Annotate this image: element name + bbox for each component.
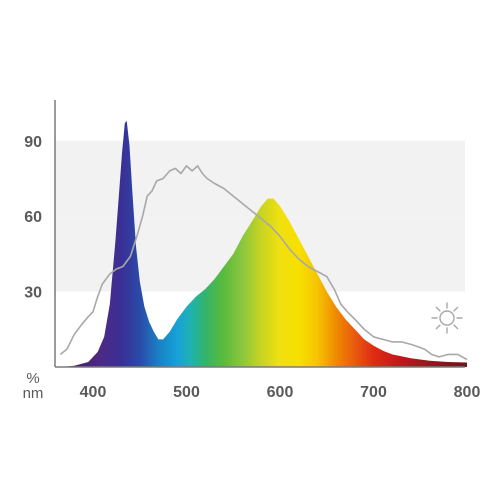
sun-icon-ray <box>435 306 441 312</box>
sun-icon-ray <box>453 306 459 312</box>
x-tick-label: 500 <box>173 384 200 401</box>
axis-labels: 30 60 90 400 500 600 700 800%nm <box>23 134 481 402</box>
axes <box>54 100 465 368</box>
y-tick-label: 30 <box>24 285 42 302</box>
grid-band <box>55 140 465 217</box>
y-tick-label: 90 <box>24 134 42 151</box>
x-tick-label: 400 <box>80 384 107 401</box>
sun-icon <box>431 302 463 334</box>
x-tick-label: 700 <box>360 384 387 401</box>
x-tick-label: 800 <box>454 384 481 401</box>
sun-icon-ray <box>453 324 459 330</box>
x-unit-label: nm <box>23 385 44 402</box>
daylight-spectrum-line <box>59 165 468 361</box>
y-unit-label: % <box>26 370 39 387</box>
y-tick-label: 60 <box>24 209 42 226</box>
sun-icon-ray <box>435 324 441 330</box>
sun-icon-disc <box>439 310 455 326</box>
led-spectrum-area <box>60 120 468 367</box>
led-spectrum-fill <box>60 120 468 367</box>
daylight-line <box>59 165 468 361</box>
x-tick-label: 600 <box>267 384 294 401</box>
